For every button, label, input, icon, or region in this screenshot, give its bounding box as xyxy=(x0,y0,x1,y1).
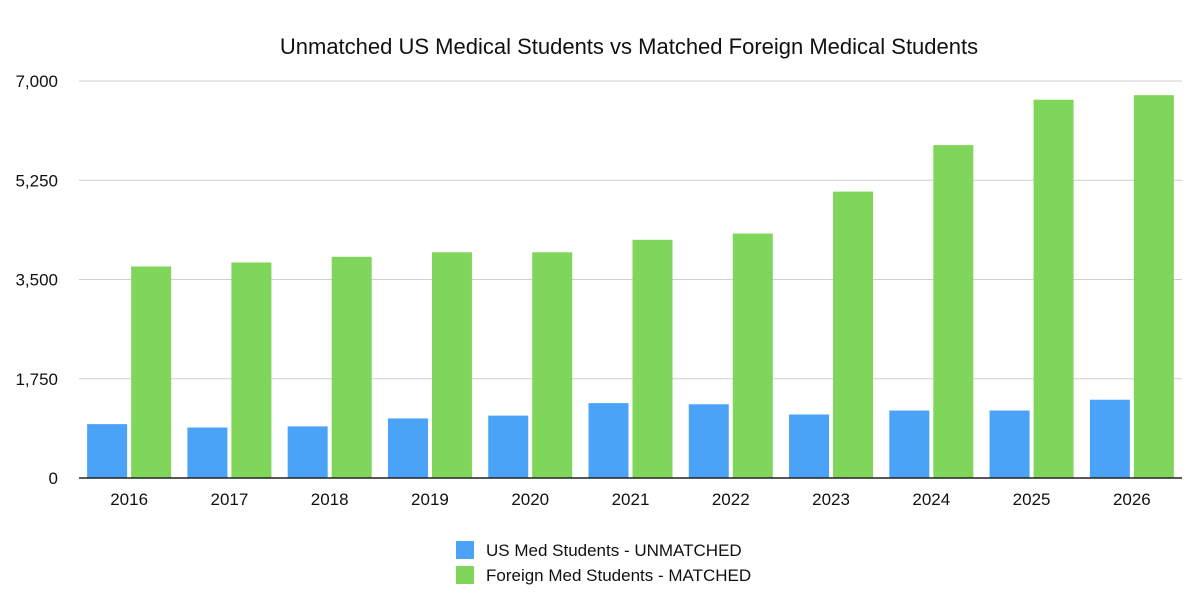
bar-us-unmatched-2022 xyxy=(688,404,729,478)
bar-us-unmatched-2024 xyxy=(889,410,930,478)
bars xyxy=(87,95,1174,479)
x-tick-label: 2024 xyxy=(912,490,950,509)
bar-us-unmatched-2020 xyxy=(488,415,529,478)
x-tick-label: 2022 xyxy=(712,490,750,509)
bar-us-unmatched-2023 xyxy=(789,414,830,478)
x-tick-label: 2019 xyxy=(411,490,449,509)
x-tick-label: 2018 xyxy=(311,490,349,509)
bar-us-unmatched-2017 xyxy=(187,427,228,478)
bar-us-unmatched-2026 xyxy=(1089,399,1130,478)
y-tick-label: 0 xyxy=(49,469,58,488)
bar-foreign-matched-2020 xyxy=(532,252,573,478)
bar-us-unmatched-2018 xyxy=(287,426,328,478)
bar-us-unmatched-2016 xyxy=(87,424,128,478)
bar-foreign-matched-2021 xyxy=(632,239,673,478)
y-tick-label: 1,750 xyxy=(15,370,58,389)
bar-foreign-matched-2016 xyxy=(131,266,172,478)
bar-foreign-matched-2023 xyxy=(833,191,874,479)
bar-us-unmatched-2019 xyxy=(387,418,428,478)
bar-foreign-matched-2022 xyxy=(732,233,773,478)
x-axis-ticks: 2016 2017 2018 2019 2020 2021 2022 2023 2024 2025… xyxy=(110,490,1151,509)
bar-foreign-matched-2025 xyxy=(1033,99,1074,479)
legend-swatch xyxy=(456,541,474,559)
x-tick-label: 2021 xyxy=(612,490,650,509)
y-axis-ticks: 0 1,750 3,500 5,250 7,000 xyxy=(15,72,58,488)
bar-foreign-matched-2019 xyxy=(431,252,472,478)
x-tick-label: 2017 xyxy=(210,490,248,509)
y-tick-label: 5,250 xyxy=(15,171,58,190)
bar-foreign-matched-2017 xyxy=(231,262,272,478)
bar-foreign-matched-2018 xyxy=(331,256,372,478)
x-tick-label: 2026 xyxy=(1113,490,1151,509)
legend-swatch xyxy=(456,566,474,584)
bar-foreign-matched-2024 xyxy=(933,145,974,478)
legend-label: Foreign Med Students - MATCHED xyxy=(486,566,751,585)
y-tick-label: 3,500 xyxy=(15,271,58,290)
x-tick-label: 2025 xyxy=(1013,490,1051,509)
x-tick-label: 2016 xyxy=(110,490,148,509)
y-tick-label: 7,000 xyxy=(15,72,58,91)
legend-label: US Med Students - UNMATCHED xyxy=(486,541,742,560)
chart-title: Unmatched US Medical Students vs Matched… xyxy=(280,34,978,59)
bar-foreign-matched-2026 xyxy=(1133,95,1174,478)
x-tick-label: 2023 xyxy=(812,490,850,509)
x-tick-label: 2020 xyxy=(511,490,549,509)
bar-us-unmatched-2021 xyxy=(588,403,629,478)
bar-us-unmatched-2025 xyxy=(989,410,1030,478)
legend: US Med Students - UNMATCHED Foreign Med S… xyxy=(456,541,751,585)
